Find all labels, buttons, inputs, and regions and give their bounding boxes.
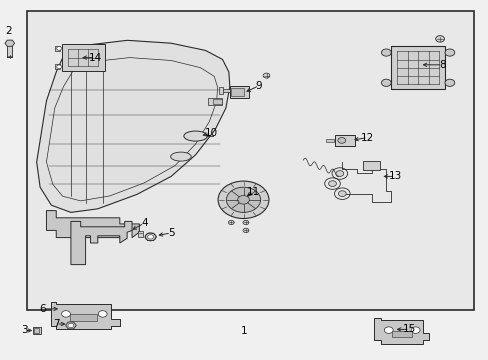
Bar [208, 98, 222, 105]
Text: 4: 4 [141, 218, 147, 228]
Circle shape [381, 49, 390, 56]
Text: 1: 1 [241, 326, 247, 336]
Circle shape [335, 171, 343, 176]
Text: 3: 3 [21, 325, 28, 336]
Polygon shape [65, 322, 76, 329]
Circle shape [145, 233, 156, 241]
Bar [33, 327, 41, 334]
Circle shape [57, 46, 61, 50]
Circle shape [381, 79, 390, 86]
Text: 2: 2 [5, 26, 12, 36]
Bar [7, 40, 12, 57]
Text: 14: 14 [88, 53, 102, 63]
Bar [325, 139, 334, 142]
Bar [213, 99, 222, 104]
Circle shape [98, 311, 107, 317]
Polygon shape [5, 40, 15, 46]
Bar [390, 46, 444, 89]
Circle shape [263, 73, 269, 78]
Bar [230, 88, 243, 96]
Circle shape [243, 228, 248, 233]
Polygon shape [373, 318, 428, 344]
Bar [219, 87, 223, 94]
Text: 15: 15 [402, 324, 416, 334]
Text: 13: 13 [387, 171, 401, 181]
Circle shape [337, 138, 345, 143]
Circle shape [243, 220, 248, 225]
Circle shape [218, 181, 268, 219]
Bar [55, 46, 60, 51]
Circle shape [57, 65, 61, 68]
Text: 11: 11 [246, 186, 260, 197]
Text: 8: 8 [438, 60, 445, 70]
Bar [222, 89, 229, 92]
Circle shape [444, 79, 454, 86]
Polygon shape [51, 302, 120, 329]
Circle shape [435, 36, 444, 42]
Bar [55, 64, 60, 69]
Text: 12: 12 [360, 132, 374, 143]
Text: 7: 7 [53, 319, 60, 329]
Ellipse shape [183, 131, 207, 141]
Bar [70, 314, 97, 321]
Circle shape [147, 235, 153, 239]
Circle shape [226, 187, 260, 212]
Circle shape [444, 49, 454, 56]
Bar [391, 331, 411, 337]
Text: 9: 9 [255, 81, 262, 91]
Polygon shape [71, 221, 132, 265]
Bar [362, 161, 380, 170]
Circle shape [338, 191, 346, 197]
Circle shape [384, 327, 392, 333]
Bar [138, 231, 143, 237]
Circle shape [410, 327, 419, 333]
Bar [27, 11, 473, 310]
Bar [34, 328, 39, 333]
Ellipse shape [170, 152, 191, 161]
Polygon shape [46, 211, 139, 238]
Circle shape [68, 323, 74, 328]
Polygon shape [37, 40, 229, 212]
Text: 10: 10 [204, 128, 217, 138]
Text: 5: 5 [167, 228, 174, 238]
Bar [230, 86, 248, 98]
Circle shape [328, 181, 336, 186]
Circle shape [61, 311, 70, 317]
Text: 6: 6 [40, 304, 46, 314]
Circle shape [237, 195, 249, 204]
Bar [61, 44, 104, 71]
Bar [334, 135, 354, 146]
Circle shape [228, 220, 234, 225]
